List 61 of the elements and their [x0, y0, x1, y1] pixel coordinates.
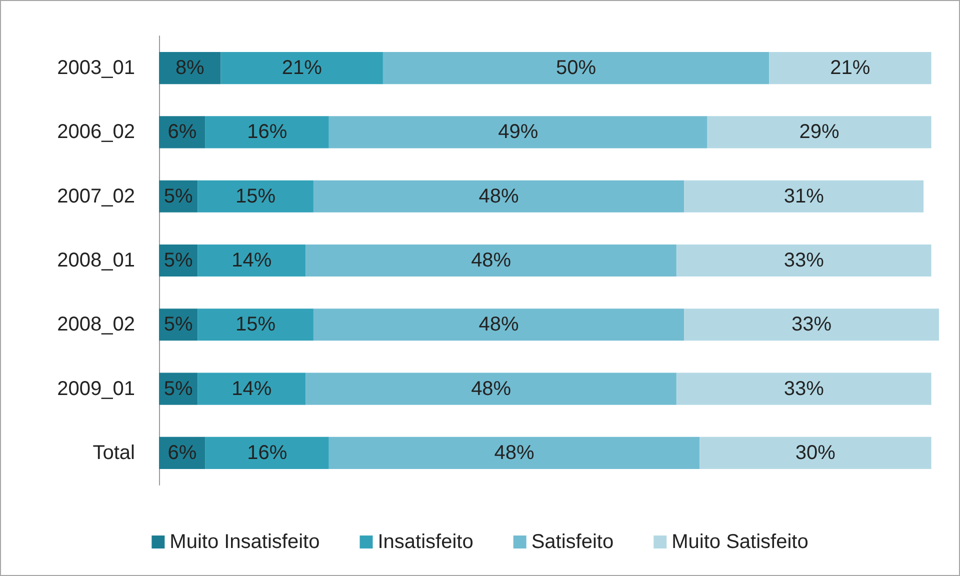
data-label: 49%	[498, 121, 538, 144]
legend-label: Satisfeito	[531, 531, 614, 553]
y-tick-label: 2006_02	[57, 121, 135, 144]
data-label: 5%	[164, 250, 193, 272]
bar	[700, 436, 932, 469]
bar	[684, 308, 939, 341]
bar	[328, 116, 708, 148]
data-label: 30%	[795, 442, 836, 464]
bar	[382, 52, 770, 84]
legend-label: Muito Insatisfeito	[170, 531, 320, 553]
data-label: 15%	[236, 314, 276, 336]
bar	[676, 244, 932, 277]
data-label: 15%	[236, 185, 276, 208]
data-label: 8%	[175, 57, 205, 80]
bar	[198, 244, 306, 277]
bar	[220, 52, 383, 84]
bar	[707, 116, 932, 148]
bar	[205, 436, 329, 469]
bar	[159, 52, 221, 84]
y-tick-label: 2008_02	[57, 314, 135, 336]
data-label: 21%	[830, 57, 870, 80]
data-label: 50%	[556, 57, 596, 80]
legend-label: Insatisfeito	[378, 531, 474, 553]
data-label: 5%	[164, 185, 193, 208]
data-label: 6%	[168, 442, 197, 464]
data-label: 48%	[471, 250, 512, 272]
y-tick-label: 2003_01	[57, 57, 135, 80]
bar	[328, 436, 700, 469]
bar	[198, 308, 314, 341]
data-label: 6%	[168, 121, 197, 144]
bar	[769, 52, 932, 84]
data-label: 16%	[247, 121, 288, 144]
bar	[205, 116, 329, 148]
bar	[313, 308, 684, 341]
bar	[676, 372, 932, 405]
bar	[684, 180, 924, 212]
data-label: 33%	[792, 314, 832, 336]
data-label: 48%	[494, 442, 534, 464]
data-label: 14%	[232, 378, 272, 400]
bar	[306, 244, 676, 277]
data-label: 33%	[784, 378, 824, 400]
data-label: 5%	[164, 378, 193, 400]
y-tick-label: Total	[92, 442, 135, 464]
y-tick-label: 2008_01	[57, 250, 135, 272]
y-tick-label: 2007_02	[57, 185, 135, 208]
data-label: 33%	[784, 250, 824, 272]
data-label: 16%	[247, 442, 288, 464]
y-tick-label: 2009_01	[57, 378, 135, 400]
data-label: 14%	[232, 250, 272, 272]
data-label: 48%	[478, 185, 520, 208]
data-label: 21%	[282, 57, 322, 80]
bar	[198, 180, 314, 212]
bar	[198, 372, 306, 405]
bar	[306, 372, 676, 405]
legend-label: Muito Satisfeito	[672, 531, 808, 553]
bar	[313, 180, 684, 212]
data-label: 29%	[799, 121, 840, 144]
data-label: 48%	[478, 314, 520, 336]
data-label: 48%	[471, 378, 512, 400]
data-label: 31%	[784, 185, 824, 208]
data-label: 5%	[164, 314, 193, 336]
